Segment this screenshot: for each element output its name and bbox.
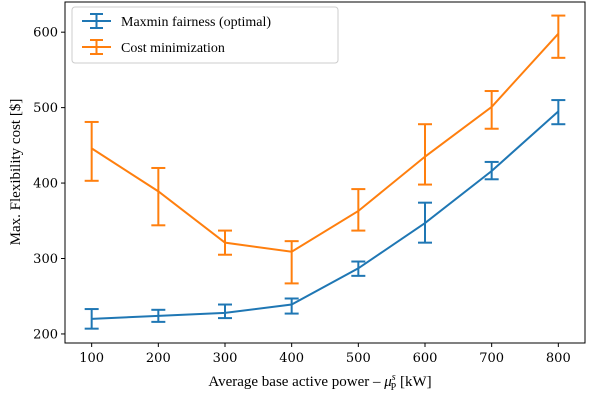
error-bar: [151, 166, 166, 227]
x-tick-label: 600: [413, 351, 438, 366]
legend-label: Maxmin fairness (optimal): [121, 15, 271, 30]
error-bar: [151, 308, 166, 323]
x-axis-title-text: Average base active power –: [208, 374, 384, 390]
axes-layer: 100 200 300 400 500 600 700 800 200 300 400 500 600: [33, 26, 571, 366]
y-tick-label: 400: [33, 177, 58, 192]
error-bar: [484, 90, 499, 130]
x-axis-title-sub: P: [391, 382, 397, 393]
legend-label: Cost minimization: [121, 41, 225, 56]
error-bar: [418, 123, 432, 186]
legend-items: Maxmin fairness (optimal) Cost minimizati…: [82, 13, 271, 56]
error-bar: [551, 99, 566, 126]
y-axis-title: Max. Flexibility cost [$]: [8, 99, 24, 246]
x-tick-label: 500: [346, 351, 371, 366]
legend: Maxmin fairness (optimal) Cost minimizati…: [71, 6, 339, 64]
plot-frame: [64, 1, 586, 344]
x-tick-label: 700: [479, 351, 504, 366]
y-tick-label: 200: [33, 327, 58, 342]
x-axis-title: Average base active power – μs P [kW]: [208, 372, 431, 393]
error-bar: [484, 160, 499, 181]
error-bar: [351, 260, 366, 277]
error-bar: [284, 297, 299, 315]
error-bar: [84, 120, 99, 182]
x-tick-label: 300: [213, 351, 238, 366]
error-bar: [418, 201, 432, 244]
legend-box: [71, 6, 339, 64]
series-line: [91, 110, 559, 320]
x-tick-label: 100: [79, 351, 104, 366]
series-line: [91, 33, 560, 253]
y-tick-label: 500: [33, 101, 58, 116]
x-tick-label: 400: [279, 351, 304, 366]
error-bar: [218, 303, 232, 320]
x-tick-label: 200: [146, 351, 171, 366]
legend-item: Cost minimization: [82, 39, 225, 56]
x-axis-title-unit: [kW]: [396, 374, 431, 390]
series-layer: [84, 14, 566, 330]
x-tick-label: 800: [546, 351, 571, 366]
y-tick-label: 300: [33, 252, 58, 267]
x-axis-title-sup: s: [392, 372, 396, 383]
error-bar: [218, 229, 232, 256]
y-tick-label: 600: [33, 26, 58, 41]
error-bar: [351, 188, 366, 232]
error-bar: [551, 14, 566, 59]
series-1: [84, 99, 566, 330]
series-2: [84, 14, 566, 285]
error-bar: [84, 308, 99, 330]
legend-item: Maxmin fairness (optimal): [82, 13, 271, 30]
error-bar: [284, 240, 299, 285]
x-axis-title-symbol: μ: [383, 374, 392, 390]
